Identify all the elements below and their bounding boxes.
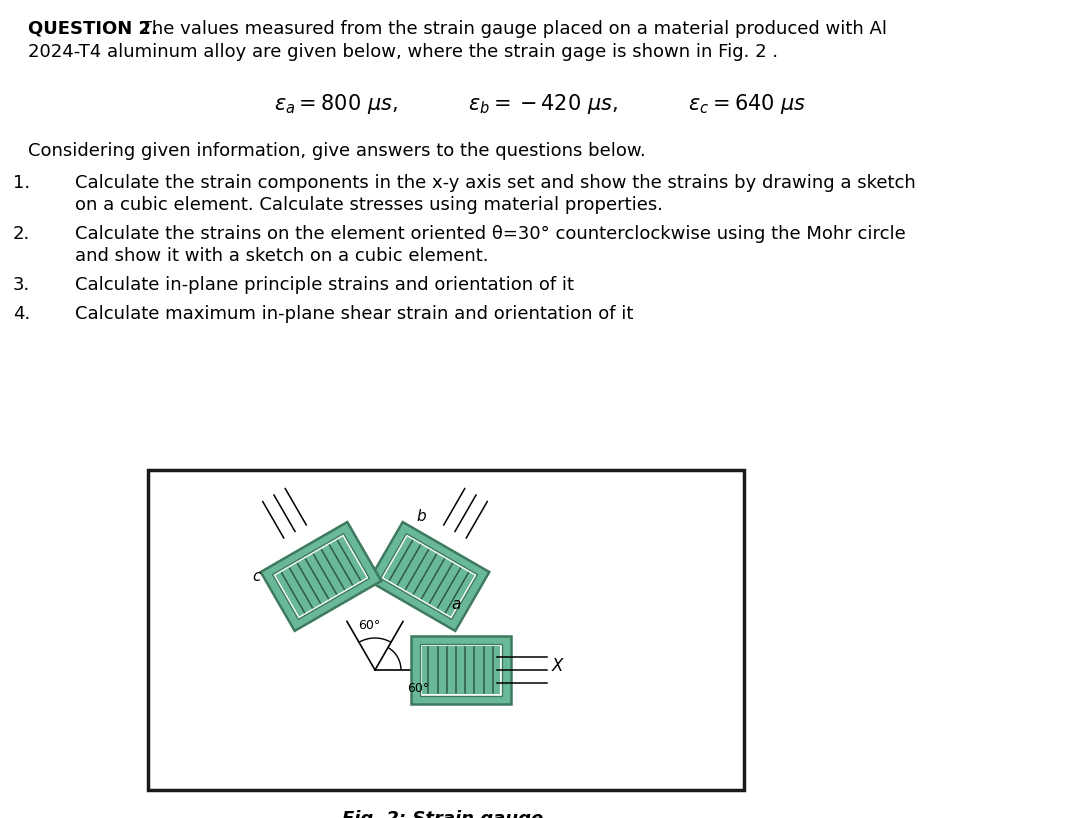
Polygon shape [275, 537, 366, 617]
Text: Calculate the strain components in the x-y axis set and show the strains by draw: Calculate the strain components in the x… [75, 174, 916, 192]
Text: Fig. 2: Strain gauge.: Fig. 2: Strain gauge. [342, 810, 550, 818]
Text: 1.: 1. [13, 174, 30, 192]
Text: 60°: 60° [407, 682, 429, 695]
Text: Considering given information, give answers to the questions below.: Considering given information, give answ… [28, 142, 646, 160]
Text: c: c [253, 569, 261, 584]
Text: X: X [552, 657, 563, 675]
Polygon shape [420, 644, 501, 696]
Bar [148, 470, 744, 790]
Text: on a cubic element. Calculate stresses using material properties.: on a cubic element. Calculate stresses u… [75, 196, 663, 214]
Polygon shape [410, 636, 511, 704]
Text: Calculate the strains on the element oriented θ=30° counterclockwise using the M: Calculate the strains on the element ori… [75, 225, 906, 243]
Text: 2.: 2. [13, 225, 30, 243]
Text: Calculate in-plane principle strains and orientation of it: Calculate in-plane principle strains and… [75, 276, 573, 294]
Polygon shape [380, 533, 477, 619]
Text: Calculate maximum in-plane shear strain and orientation of it: Calculate maximum in-plane shear strain … [75, 305, 633, 323]
Polygon shape [272, 533, 369, 619]
Text: 60°: 60° [357, 619, 380, 632]
Polygon shape [421, 646, 500, 694]
Text: $\varepsilon_a = 800\ \mu s,$          $\varepsilon_b = -420\ \mu s,$          $: $\varepsilon_a = 800\ \mu s,$ $\varepsil… [274, 92, 806, 116]
Text: and show it with a sketch on a cubic element.: and show it with a sketch on a cubic ele… [75, 247, 488, 265]
Polygon shape [383, 537, 474, 617]
Text: 4.: 4. [13, 305, 30, 323]
Text: QUESTION 2.: QUESTION 2. [28, 20, 158, 38]
Text: 2024-T4 aluminum alloy are given below, where the strain gage is shown in Fig. 2: 2024-T4 aluminum alloy are given below, … [28, 43, 778, 61]
Text: 3.: 3. [13, 276, 30, 294]
Text: The values measured from the strain gauge placed on a material produced with Al: The values measured from the strain gaug… [135, 20, 887, 38]
Text: b: b [416, 510, 426, 524]
Polygon shape [260, 522, 381, 631]
Polygon shape [368, 522, 489, 631]
Text: a: a [451, 597, 460, 612]
